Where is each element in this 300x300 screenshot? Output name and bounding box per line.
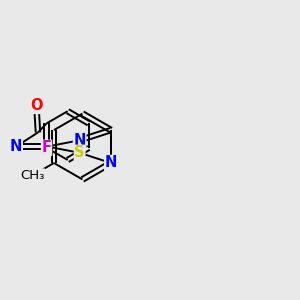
- Text: F: F: [42, 140, 52, 155]
- Text: N: N: [74, 133, 86, 148]
- Text: N: N: [105, 155, 117, 170]
- Text: CH₃: CH₃: [20, 169, 44, 182]
- Text: S: S: [74, 145, 85, 160]
- Text: O: O: [30, 98, 43, 113]
- Text: N: N: [10, 139, 22, 154]
